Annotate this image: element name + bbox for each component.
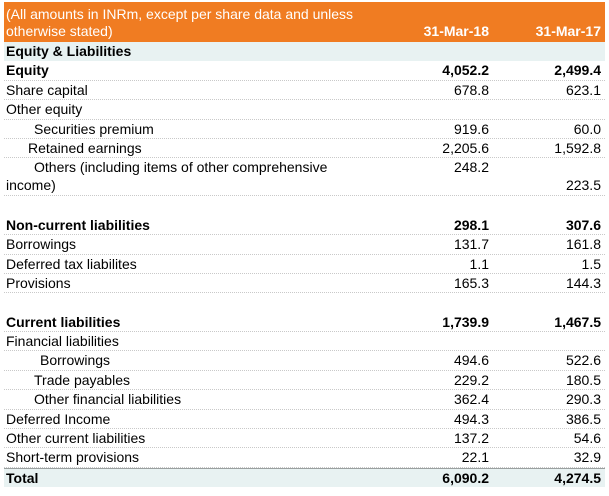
row-borrowings-non-current: Borrowings 131.7 161.8 bbox=[4, 235, 605, 255]
table-header: (All amounts in INRm, except per share d… bbox=[4, 2, 605, 42]
row-equity: Equity 4,052.2 2,499.4 bbox=[4, 61, 605, 81]
value-31-mar-17: 144.3 bbox=[565, 274, 601, 291]
balance-sheet-table: (All amounts in INRm, except per share d… bbox=[4, 2, 605, 488]
value-31-mar-17: 386.5 bbox=[565, 410, 601, 427]
value-31-mar-17 bbox=[493, 332, 605, 350]
row-others-oci: Others (including items of other compreh… bbox=[4, 158, 605, 197]
row-deferred-income: Deferred Income 494.3 386.5 bbox=[4, 410, 605, 430]
column-header-31-mar-18: 31-Mar-18 bbox=[423, 23, 489, 39]
value-31-mar-18: 678.8 bbox=[453, 81, 489, 98]
row-non-current-liabilities: Non-current liabilities 298.1 307.6 bbox=[4, 216, 605, 236]
value-31-mar-18: 298.1 bbox=[453, 216, 489, 233]
value-31-mar-18 bbox=[381, 100, 493, 118]
value-31-mar-18 bbox=[381, 293, 493, 312]
value-31-mar-17: 307.6 bbox=[565, 216, 601, 233]
value-31-mar-17: 1,592.8 bbox=[554, 139, 601, 156]
row-label: Deferred tax liabilites bbox=[6, 255, 137, 272]
value-31-mar-17: 290.3 bbox=[565, 391, 601, 408]
row-label: Non-current liabilities bbox=[6, 216, 150, 233]
row-label: Short-term provisions bbox=[6, 449, 140, 466]
row-label: Other equity bbox=[6, 101, 83, 118]
value-31-mar-17: 1,467.5 bbox=[554, 313, 601, 330]
value-31-mar-17: 522.6 bbox=[565, 352, 601, 369]
row-short-term-provisions: Short-term provisions 22.1 32.9 bbox=[4, 448, 605, 468]
row-label: Deferred Income bbox=[6, 410, 111, 427]
row-label: Trade payables bbox=[34, 371, 130, 388]
value-31-mar-18: 919.6 bbox=[453, 120, 489, 137]
row-label: Total bbox=[6, 469, 39, 486]
row-label: Securities premium bbox=[34, 120, 154, 137]
value-31-mar-18: 6,090.2 bbox=[442, 469, 489, 486]
row-other-current-liabilities: Other current liabilities 137.2 54.6 bbox=[4, 429, 605, 449]
value-31-mar-17: 161.8 bbox=[565, 236, 601, 253]
row-current-liabilities: Current liabilities 1,739.9 1,467.5 bbox=[4, 313, 605, 333]
value-31-mar-18: 1,739.9 bbox=[442, 313, 489, 330]
row-other-equity: Other equity bbox=[4, 100, 605, 120]
value-31-mar-17: 32.9 bbox=[573, 449, 601, 466]
row-deferred-tax-liabilities: Deferred tax liabilites 1.1 1.5 bbox=[4, 255, 605, 274]
value-31-mar-18: 362.4 bbox=[453, 391, 489, 408]
row-label: Borrowings bbox=[6, 236, 77, 253]
row-label bbox=[4, 293, 381, 312]
value-31-mar-18 bbox=[381, 42, 493, 61]
value-31-mar-17: 180.5 bbox=[565, 371, 601, 388]
value-31-mar-18: 248.2 bbox=[453, 159, 489, 176]
row-label: Borrowings bbox=[40, 352, 111, 369]
row-borrowings-current: Borrowings 494.6 522.6 bbox=[4, 351, 605, 371]
value-31-mar-18: 131.7 bbox=[453, 236, 489, 253]
value-31-mar-17: 54.6 bbox=[573, 430, 601, 447]
value-31-mar-18: 22.1 bbox=[461, 449, 489, 466]
value-31-mar-18: 229.2 bbox=[453, 371, 489, 388]
value-31-mar-18: 137.2 bbox=[453, 430, 489, 447]
row-label: Share capital bbox=[6, 81, 88, 98]
row-share-capital: Share capital 678.8 623.1 bbox=[4, 81, 605, 101]
value-31-mar-18: 494.6 bbox=[453, 352, 489, 369]
value-31-mar-17: 1.5 bbox=[581, 255, 601, 272]
value-31-mar-17 bbox=[493, 100, 605, 118]
row-label: Equity & Liabilities bbox=[6, 43, 132, 59]
value-31-mar-18 bbox=[381, 196, 493, 215]
row-other-financial-liabilities: Other financial liabilities 362.4 290.3 bbox=[4, 390, 605, 410]
value-31-mar-18: 2,205.6 bbox=[442, 139, 489, 156]
value-31-mar-17: 2,499.4 bbox=[554, 62, 601, 79]
row-label: Others (including items of other compreh… bbox=[4, 158, 381, 195]
value-31-mar-17: 223.5 bbox=[565, 177, 601, 194]
value-31-mar-17: 60.0 bbox=[573, 120, 601, 137]
row-trade-payables: Trade payables 229.2 180.5 bbox=[4, 371, 605, 391]
row-securities-premium: Securities premium 919.6 60.0 bbox=[4, 120, 605, 139]
value-31-mar-18: 165.3 bbox=[453, 274, 489, 291]
row-financial-liabilities: Financial liabilities bbox=[4, 332, 605, 352]
row-label-text: Others (including items of other compreh… bbox=[6, 159, 328, 194]
value-31-mar-18: 4,052.2 bbox=[442, 62, 489, 79]
row-label: Other financial liabilities bbox=[34, 391, 182, 408]
row-provisions: Provisions 165.3 144.3 bbox=[4, 274, 605, 294]
row-label: Current liabilities bbox=[6, 313, 121, 330]
row-label: Provisions bbox=[6, 274, 71, 291]
row-label bbox=[4, 196, 381, 215]
row-total: Total 6,090.2 4,274.5 bbox=[4, 467, 605, 488]
section-equity-liabilities: Equity & Liabilities bbox=[4, 42, 605, 62]
value-31-mar-17: 4,274.5 bbox=[554, 469, 601, 486]
column-header-31-mar-17: 31-Mar-17 bbox=[535, 23, 601, 39]
row-label: Retained earnings bbox=[28, 139, 142, 156]
value-31-mar-18 bbox=[381, 332, 493, 350]
value-31-mar-17 bbox=[493, 196, 605, 215]
row-retained-earnings: Retained earnings 2,205.6 1,592.8 bbox=[4, 139, 605, 159]
row-label: Financial liabilities bbox=[6, 333, 119, 350]
row-label: Equity bbox=[6, 62, 49, 79]
row-spacer bbox=[4, 196, 605, 215]
header-note: (All amounts in INRm, except per share d… bbox=[6, 6, 354, 39]
value-31-mar-17 bbox=[493, 293, 605, 312]
value-31-mar-17 bbox=[493, 42, 605, 61]
value-31-mar-18: 494.3 bbox=[453, 410, 489, 427]
value-31-mar-18: 1.1 bbox=[469, 255, 489, 272]
row-spacer bbox=[4, 293, 605, 312]
value-31-mar-17: 623.1 bbox=[565, 81, 601, 98]
row-label: Other current liabilities bbox=[6, 430, 146, 447]
